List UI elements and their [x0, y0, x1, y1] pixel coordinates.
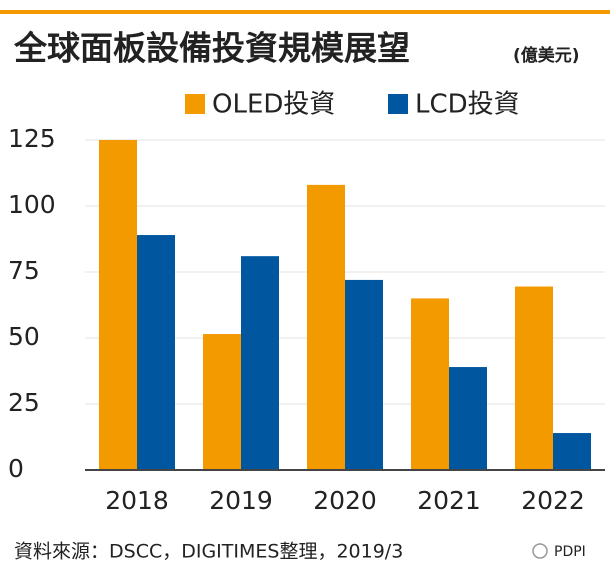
legend-swatch [185, 94, 205, 114]
y-tick-label: 100 [8, 190, 56, 219]
x-tick-label: 2020 [313, 486, 377, 515]
y-tick-label: 25 [8, 388, 40, 417]
bar [449, 367, 487, 470]
bar [203, 334, 241, 470]
legend-swatch [388, 94, 408, 114]
bar [411, 298, 449, 470]
bar [307, 184, 345, 470]
y-tick-label: 50 [8, 322, 40, 351]
x-tick-label: 2019 [209, 486, 273, 515]
legend-label: LCD投資 [415, 90, 520, 120]
watermark: PDPI [554, 544, 586, 560]
bar [345, 279, 383, 470]
source-note: 資料來源：DSCC，DIGITIMES整理，2019/3 [14, 541, 403, 563]
watermark-icon [532, 543, 548, 559]
bar [137, 235, 175, 470]
x-tick-label: 2022 [521, 486, 585, 515]
chart-subtitle: (億美元) [513, 45, 580, 66]
y-tick-label: 0 [8, 454, 24, 483]
top-rule [0, 10, 610, 14]
bar [553, 433, 591, 470]
bar [99, 140, 137, 470]
legend-label: OLED投資 [212, 90, 335, 120]
bar [241, 256, 279, 470]
x-tick-label: 2018 [105, 486, 169, 515]
chart-title: 全球面板設備投資規模展望 [13, 29, 410, 68]
y-tick-label: 75 [8, 256, 40, 285]
y-tick-label: 125 [8, 124, 56, 153]
x-tick-label: 2021 [417, 486, 481, 515]
bar [515, 286, 553, 470]
